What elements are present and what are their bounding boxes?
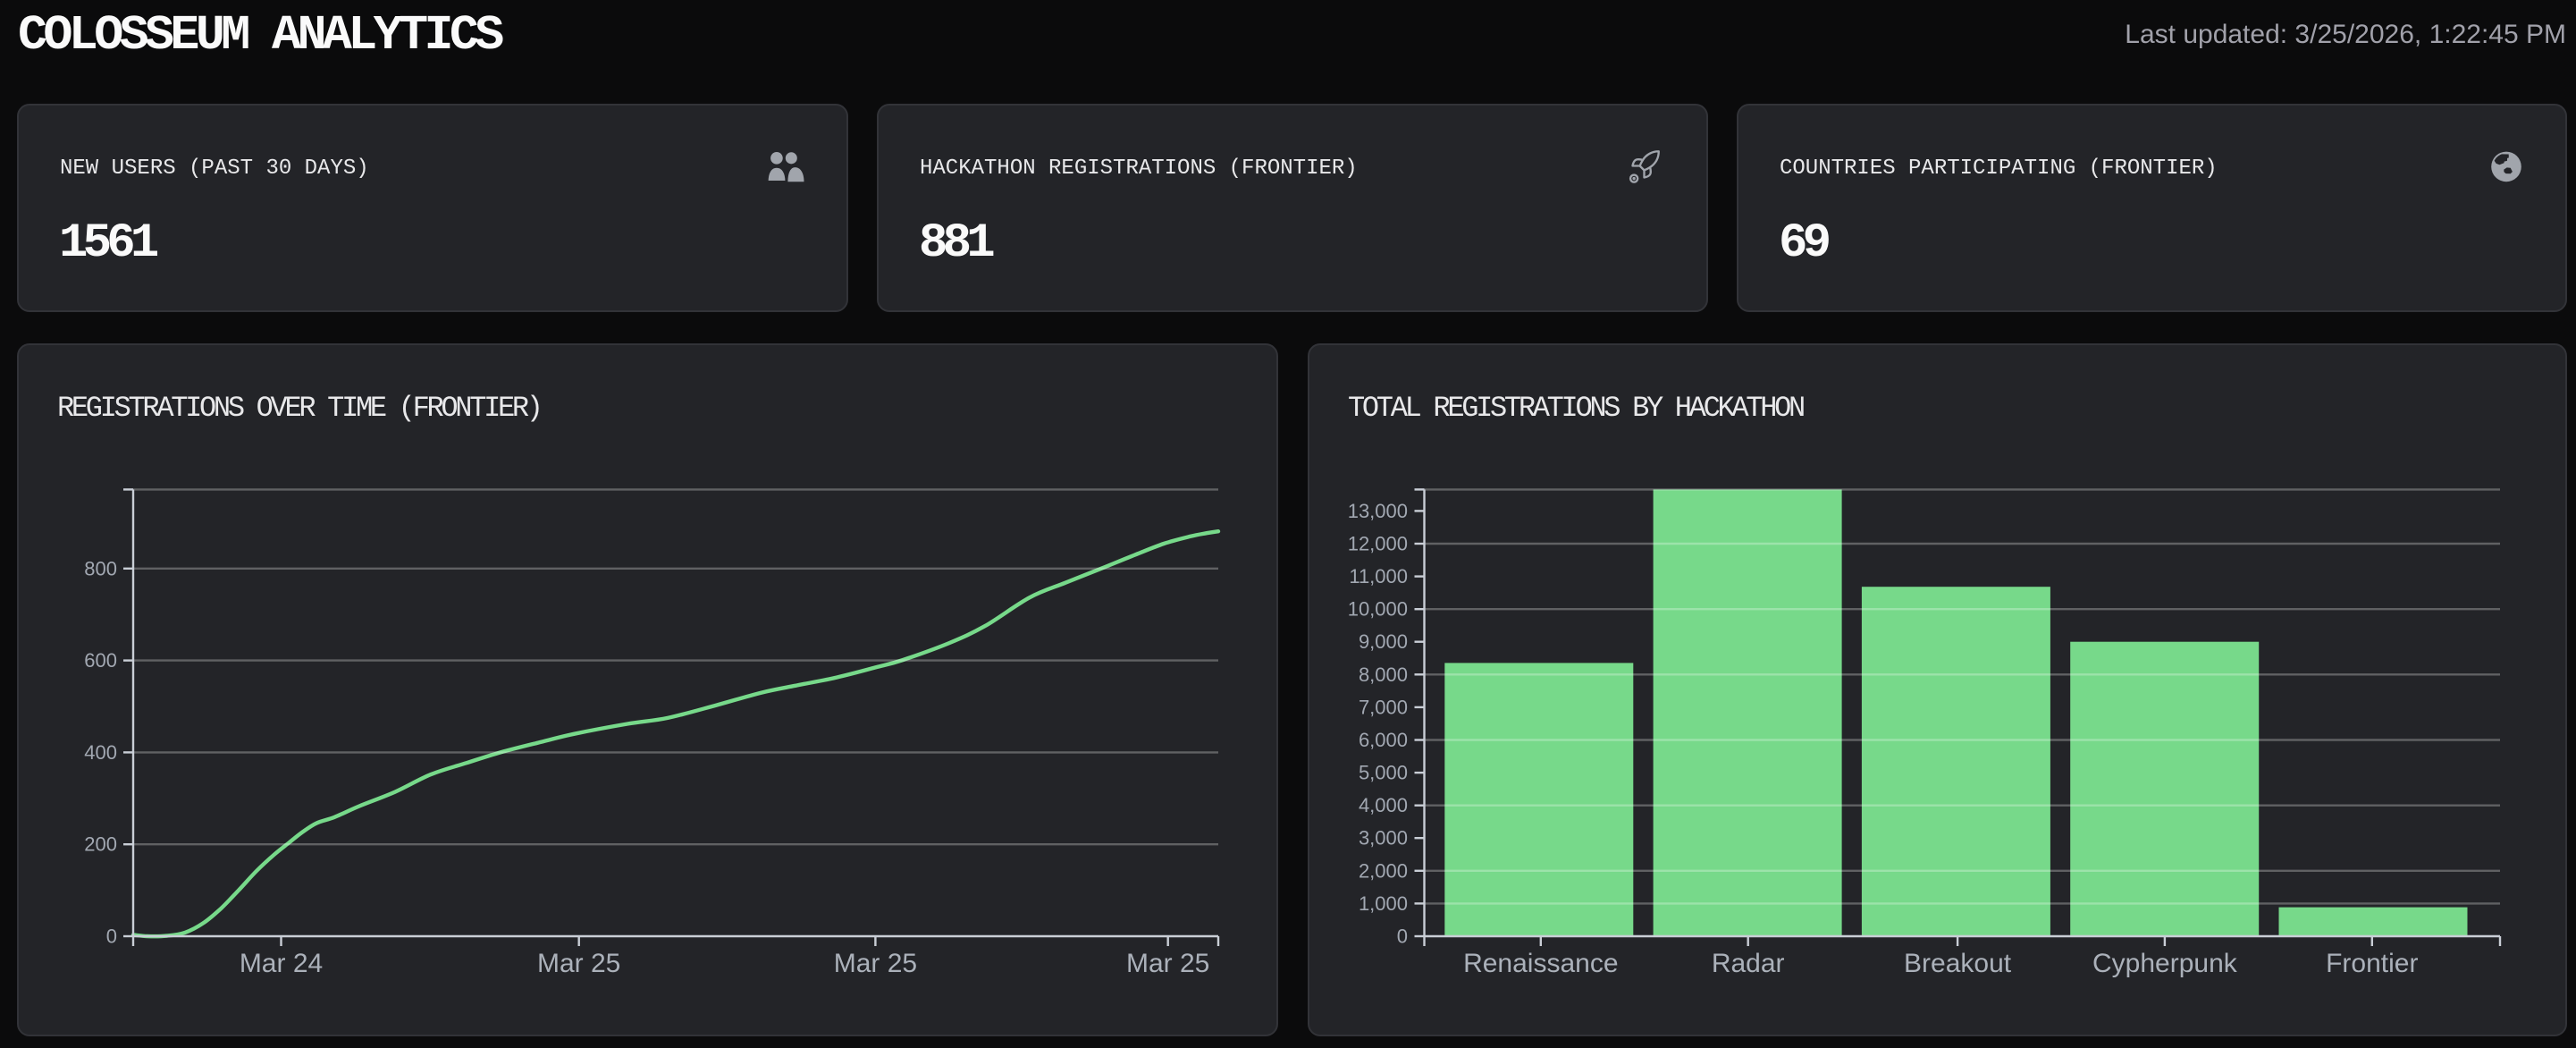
svg-text:7,000: 7,000 <box>1359 696 1408 718</box>
svg-text:1,000: 1,000 <box>1359 892 1408 915</box>
svg-text:2,000: 2,000 <box>1359 859 1408 882</box>
svg-text:Cypherpunk: Cypherpunk <box>2092 949 2238 978</box>
svg-text:800: 800 <box>84 557 117 579</box>
svg-text:Mar 25: Mar 25 <box>1126 949 1209 978</box>
svg-text:12,000: 12,000 <box>1348 533 1408 555</box>
svg-text:13,000: 13,000 <box>1348 500 1408 522</box>
svg-text:10,000: 10,000 <box>1348 598 1408 621</box>
svg-text:200: 200 <box>84 833 117 856</box>
svg-text:0: 0 <box>1397 925 1408 948</box>
svg-text:3,000: 3,000 <box>1359 827 1408 849</box>
svg-text:Radar: Radar <box>1712 949 1785 978</box>
svg-text:400: 400 <box>84 741 117 764</box>
svg-text:5,000: 5,000 <box>1359 762 1408 784</box>
svg-text:0: 0 <box>106 925 117 948</box>
svg-text:11,000: 11,000 <box>1349 565 1408 587</box>
svg-text:Breakout: Breakout <box>1904 949 2012 978</box>
svg-text:600: 600 <box>84 649 117 672</box>
svg-text:8,000: 8,000 <box>1359 663 1408 686</box>
svg-text:Mar 25: Mar 25 <box>834 949 917 978</box>
svg-text:6,000: 6,000 <box>1359 729 1408 751</box>
svg-text:4,000: 4,000 <box>1359 794 1408 816</box>
svg-text:Mar 25: Mar 25 <box>537 949 620 978</box>
svg-text:9,000: 9,000 <box>1359 630 1408 653</box>
svg-text:Frontier: Frontier <box>2326 949 2418 978</box>
svg-text:Mar 24: Mar 24 <box>240 949 323 978</box>
svg-text:Renaissance: Renaissance <box>1463 949 1618 978</box>
